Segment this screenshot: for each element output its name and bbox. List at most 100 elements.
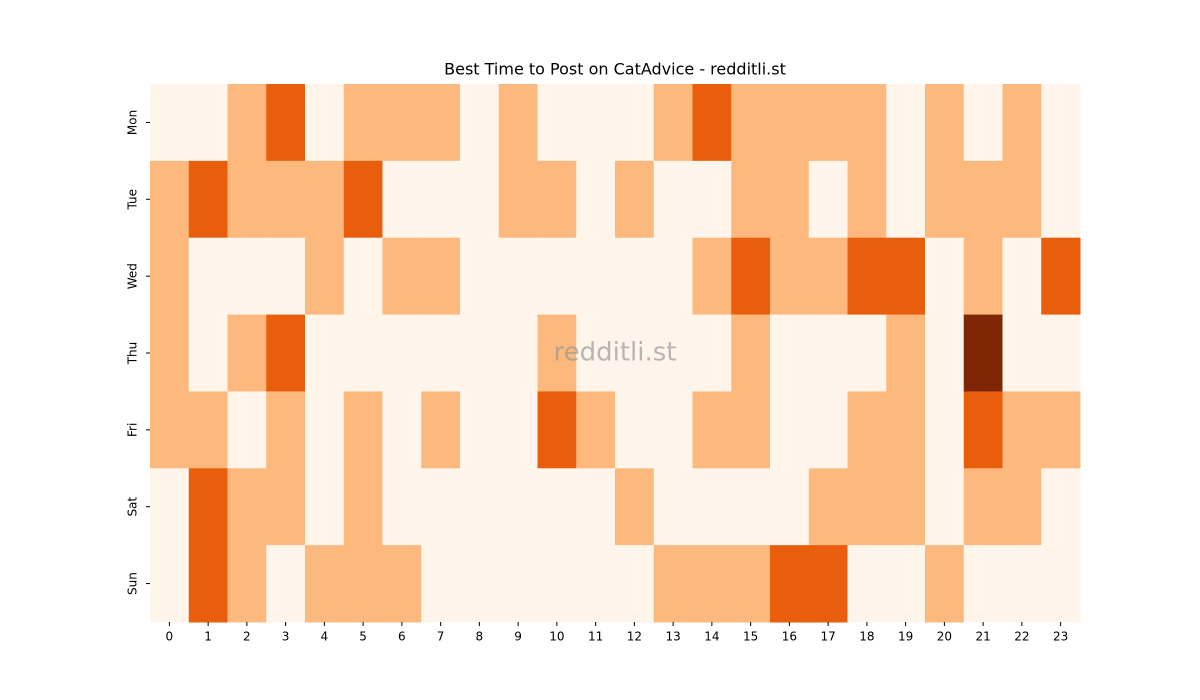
heatmap-cell	[886, 84, 926, 162]
heatmap-cell	[692, 545, 732, 623]
heatmap-cell	[537, 84, 577, 162]
heatmap-cell	[847, 237, 887, 316]
x-tick-label: 5	[359, 630, 367, 644]
heatmap-cell	[615, 468, 655, 546]
heatmap-cell	[576, 545, 616, 623]
heatmap-cell	[653, 545, 693, 623]
heatmap-cell	[382, 468, 422, 546]
heatmap-cell	[808, 160, 848, 239]
x-tick-label: 2	[243, 630, 251, 644]
heatmap-cell	[150, 160, 190, 239]
heatmap-cell	[305, 468, 345, 546]
heatmap-cell	[963, 545, 1003, 623]
heatmap-cell	[847, 545, 887, 623]
y-tick-label: Thu	[126, 342, 140, 366]
heatmap-cell	[963, 314, 1003, 392]
heatmap-cell	[615, 237, 655, 316]
heatmap-cell	[188, 160, 228, 239]
heatmap-cell	[382, 545, 422, 623]
heatmap-cell	[343, 391, 383, 469]
heatmap-cell	[305, 545, 345, 623]
heatmap-cell	[382, 237, 422, 316]
x-tick-label: 9	[514, 630, 522, 644]
heatmap-cell	[1041, 545, 1081, 623]
heatmap-cell	[150, 545, 190, 623]
heatmap-cell	[731, 545, 771, 623]
heatmap-cell	[808, 314, 848, 392]
heatmap-cell	[925, 314, 965, 392]
x-tick-label: 7	[437, 630, 445, 644]
heatmap-cell	[653, 391, 693, 469]
heatmap-cell	[343, 545, 383, 623]
x-tick-label: 17	[820, 630, 835, 644]
heatmap-cell	[343, 468, 383, 546]
heatmap-cell	[808, 468, 848, 546]
heatmap-cell	[460, 237, 500, 316]
x-tick-label: 3	[282, 630, 290, 644]
heatmap-cell	[460, 391, 500, 469]
heatmap-cell	[150, 84, 190, 162]
heatmap-cell	[537, 468, 577, 546]
heatmap-cell	[343, 160, 383, 239]
heatmap-cell	[305, 84, 345, 162]
heatmap-cell	[925, 84, 965, 162]
heatmap-cell	[808, 84, 848, 162]
heatmap-cell	[615, 545, 655, 623]
heatmap-cell	[537, 314, 577, 392]
heatmap-cell	[188, 545, 228, 623]
heatmap-cell	[382, 391, 422, 469]
heatmap-cell	[382, 84, 422, 162]
y-tick-label: Mon	[126, 110, 140, 135]
x-tick-label: 6	[398, 630, 406, 644]
heatmap-cell	[576, 84, 616, 162]
heatmap-cell	[692, 84, 732, 162]
x-tick-label: 12	[627, 630, 642, 644]
y-tick-label: Tue	[126, 189, 140, 211]
heatmap-cell	[1041, 391, 1081, 469]
heatmap-cell	[227, 160, 267, 239]
x-tick-label: 18	[859, 630, 874, 644]
heatmap-cell	[537, 160, 577, 239]
heatmap-cell	[886, 545, 926, 623]
heatmap-cell	[227, 314, 267, 392]
heatmap-cell	[808, 545, 848, 623]
heatmap-cell	[343, 84, 383, 162]
heatmap-cell	[847, 84, 887, 162]
heatmap-cell	[266, 468, 306, 546]
x-tick-label: 0	[166, 630, 174, 644]
x-tick-label: 8	[476, 630, 484, 644]
heatmap-cell	[421, 237, 461, 316]
x-tick-label: 21	[975, 630, 990, 644]
heatmap-cell	[692, 314, 732, 392]
heatmap-cell	[1002, 468, 1042, 546]
heatmap-cell	[1002, 237, 1042, 316]
heatmap-cell	[770, 391, 810, 469]
heatmap-cell	[188, 237, 228, 316]
heatmap-cell	[188, 391, 228, 469]
heatmap-cell	[692, 160, 732, 239]
heatmap-cell	[653, 237, 693, 316]
heatmap-cell	[847, 391, 887, 469]
heatmap-cell	[1041, 160, 1081, 239]
heatmap-cell	[460, 314, 500, 392]
heatmap-cell	[188, 468, 228, 546]
heatmap-cell	[421, 468, 461, 546]
heatmap-cell	[576, 160, 616, 239]
heatmap-cell	[382, 160, 422, 239]
heatmap-cell	[692, 468, 732, 546]
heatmap-cell	[847, 160, 887, 239]
heatmap-cell	[227, 391, 267, 469]
heatmap-cell	[498, 545, 538, 623]
x-tick-label: 19	[898, 630, 913, 644]
heatmap-cell	[498, 314, 538, 392]
heatmap-cell	[925, 468, 965, 546]
heatmap-cell	[1002, 84, 1042, 162]
heatmap-cell	[150, 237, 190, 316]
heatmap-cell	[963, 160, 1003, 239]
heatmap-cell	[808, 237, 848, 316]
heatmap-cell	[886, 391, 926, 469]
chart-title: Best Time to Post on CatAdvice - redditl…	[444, 60, 786, 79]
heatmap-cell	[266, 84, 306, 162]
heatmap-cell	[227, 545, 267, 623]
